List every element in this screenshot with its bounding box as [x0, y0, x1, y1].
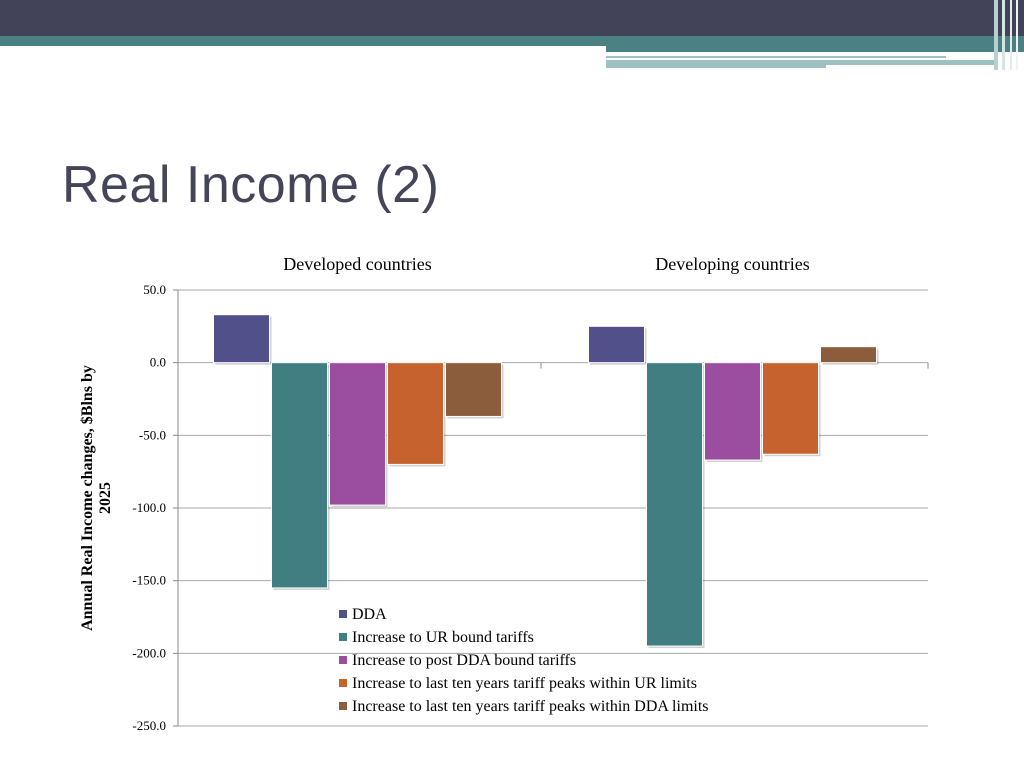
y-tick-label: -150.0	[132, 573, 166, 588]
bar	[387, 362, 444, 465]
header-light-stripe-right	[826, 60, 994, 65]
y-axis-label: Annual Real Income changes, $Blns by2025	[79, 365, 114, 631]
y-axis-label-line: 2025	[97, 482, 114, 514]
real-income-bar-chart: 50.0 0.0 -50.0 -100.0 -150.0 -200.0 -250.0 Deve…	[79, 254, 929, 733]
y-tick-label: -200.0	[132, 645, 166, 660]
legend-entry: Increase to post DDA bound tariffs	[352, 652, 576, 669]
header-decoration	[0, 0, 1024, 70]
bar	[329, 362, 386, 506]
header-accent-line	[606, 56, 946, 58]
legend-swatch	[339, 679, 347, 687]
header-teal-right	[606, 46, 1024, 52]
bar	[213, 314, 270, 364]
header-light-stripe	[606, 60, 826, 68]
header-teal-band	[0, 36, 1024, 46]
legend-swatch	[339, 702, 347, 710]
header-edge-4	[1016, 0, 1018, 70]
legend-swatch	[339, 610, 347, 618]
header-edge-3	[1010, 0, 1012, 70]
bar	[646, 362, 703, 647]
header-edge-2	[1002, 0, 1005, 70]
y-tick-label: -100.0	[132, 500, 166, 515]
y-tick-label: -250.0	[132, 718, 166, 733]
header-edge-1	[994, 0, 998, 70]
bar	[820, 346, 877, 364]
legend-entry: Increase to last ten years tariff peaks …	[352, 675, 697, 692]
y-tick-label: 0.0	[150, 355, 166, 370]
bar	[762, 362, 819, 455]
bar	[271, 362, 328, 589]
legend-entry: Increase to UR bound tariffs	[352, 629, 534, 646]
bar	[704, 362, 761, 461]
legend-entry: DDA	[352, 606, 387, 623]
legend-swatch	[339, 633, 347, 641]
y-tick-label: -50.0	[139, 427, 166, 442]
bar	[445, 362, 502, 417]
header-dark-band	[0, 0, 1024, 36]
slide-title: Real Income (2)	[62, 156, 440, 214]
legend-swatch	[339, 656, 347, 664]
bar	[588, 325, 645, 364]
y-tick-label: 50.0	[143, 282, 166, 297]
y-axis-label-line: Annual Real Income changes, $Blns by	[79, 365, 96, 631]
legend-entry: Increase to last ten years tariff peaks …	[352, 698, 709, 715]
category-label: Developing countries	[655, 254, 809, 274]
category-label: Developed countries	[283, 254, 431, 274]
